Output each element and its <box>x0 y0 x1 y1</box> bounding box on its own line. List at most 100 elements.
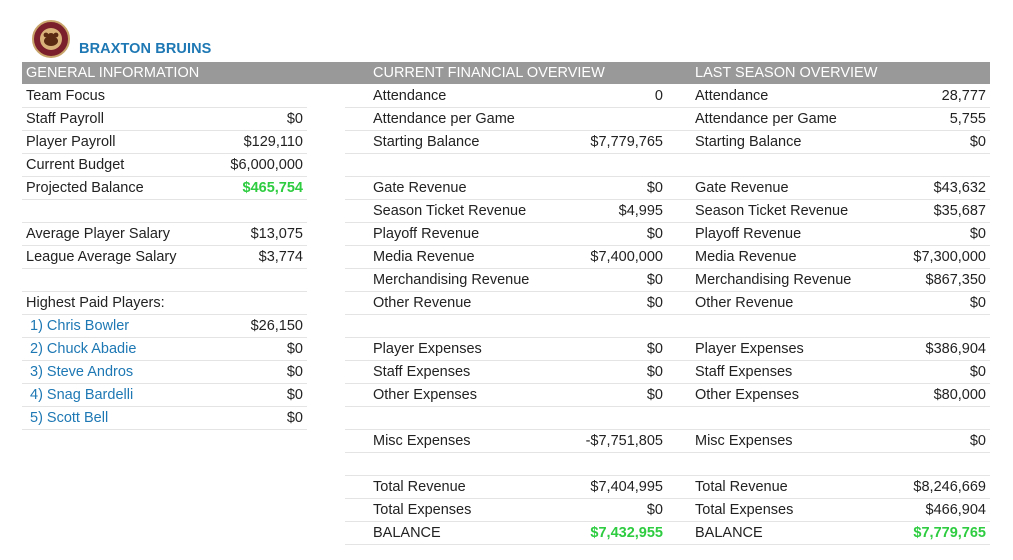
player-link[interactable]: 1) Chris Bowler <box>30 318 130 334</box>
projected-balance-value: $465,754 <box>242 180 303 196</box>
current-total-revenue-label: Total Revenue <box>373 479 466 495</box>
team-logo-icon <box>32 20 70 58</box>
row-last-balance: BALANCE $7,779,765 <box>667 522 990 545</box>
player-link[interactable]: 2) Chuck Abadie <box>30 341 137 357</box>
row-current-attendance-per-game: Attendance per Game <box>345 108 667 131</box>
row-current-balance: BALANCE $7,432,955 <box>345 522 667 545</box>
last-misc-expenses-value: $0 <box>969 433 986 449</box>
staff-payroll-label: Staff Payroll <box>26 111 104 127</box>
row-average-player-salary: Average Player Salary $13,075 <box>22 223 307 246</box>
last-merch-revenue-value: $867,350 <box>925 272 986 288</box>
last-staff-expenses-label: Staff Expenses <box>695 364 793 380</box>
projected-balance-label: Projected Balance <box>26 180 144 196</box>
current-gate-revenue-label: Gate Revenue <box>373 180 467 196</box>
row-last-player-expenses: Player Expenses $386,904 <box>667 338 990 361</box>
last-season-ticket-revenue-value: $35,687 <box>933 203 986 219</box>
row-spacer <box>345 453 667 476</box>
current-other-expenses-value: $0 <box>646 387 663 403</box>
row-spacer <box>345 315 667 338</box>
row-current-staff-expenses: Staff Expenses $0 <box>345 361 667 384</box>
last-total-revenue-label: Total Revenue <box>695 479 788 495</box>
current-season-ticket-revenue-label: Season Ticket Revenue <box>373 203 527 219</box>
row-last-other-revenue: Other Revenue $0 <box>667 292 990 315</box>
last-balance-label: BALANCE <box>695 525 763 541</box>
last-balance-value: $7,779,765 <box>913 525 986 541</box>
league-average-salary-value: $3,774 <box>258 249 303 265</box>
league-average-salary-label: League Average Salary <box>26 249 177 265</box>
current-media-revenue-value: $7,400,000 <box>590 249 663 265</box>
row-current-playoff-revenue: Playoff Revenue $0 <box>345 223 667 246</box>
player-salary: $0 <box>286 364 303 380</box>
row-current-budget: Current Budget $6,000,000 <box>22 154 307 177</box>
last-other-expenses-value: $80,000 <box>933 387 986 403</box>
last-attendance-label: Attendance <box>695 88 769 104</box>
row-spacer <box>667 154 990 177</box>
current-playoff-revenue-label: Playoff Revenue <box>373 226 480 242</box>
last-staff-expenses-value: $0 <box>969 364 986 380</box>
last-total-expenses-value: $466,904 <box>925 502 986 518</box>
row-last-playoff-revenue: Playoff Revenue $0 <box>667 223 990 246</box>
current-merch-revenue-value: $0 <box>646 272 663 288</box>
current-playoff-revenue-value: $0 <box>646 226 663 242</box>
row-highest-paid-header: Highest Paid Players: <box>22 292 307 315</box>
row-player-payroll: Player Payroll $129,110 <box>22 131 307 154</box>
last-attendance-per-game-label: Attendance per Game <box>695 111 837 127</box>
player-salary: $0 <box>286 387 303 403</box>
row-last-total-expenses: Total Expenses $466,904 <box>667 499 990 522</box>
current-media-revenue-label: Media Revenue <box>373 249 475 265</box>
row-last-other-expenses: Other Expenses $80,000 <box>667 384 990 407</box>
current-total-expenses-label: Total Expenses <box>373 502 472 518</box>
current-total-expenses-value: $0 <box>646 502 663 518</box>
current-other-revenue-label: Other Revenue <box>373 295 472 311</box>
row-current-attendance: Attendance 0 <box>345 85 667 108</box>
player-link[interactable]: 4) Snag Bardelli <box>30 387 134 403</box>
player-link[interactable]: 5) Scott Bell <box>30 410 109 426</box>
player-row: 3) Steve Andros $0 <box>22 361 307 384</box>
last-media-revenue-value: $7,300,000 <box>913 249 986 265</box>
current-staff-expenses-label: Staff Expenses <box>373 364 471 380</box>
header-current-financial-overview: CURRENT FINANCIAL OVERVIEW <box>373 65 605 81</box>
last-playoff-revenue-label: Playoff Revenue <box>695 226 802 242</box>
row-projected-balance: Projected Balance $465,754 <box>22 177 307 200</box>
row-current-season-ticket-revenue: Season Ticket Revenue $4,995 <box>345 200 667 223</box>
highest-paid-players-label: Highest Paid Players: <box>26 295 165 311</box>
bear-logo-icon <box>40 28 62 50</box>
last-total-revenue-value: $8,246,669 <box>913 479 986 495</box>
last-starting-balance-value: $0 <box>969 134 986 150</box>
current-player-expenses-value: $0 <box>646 341 663 357</box>
row-last-media-revenue: Media Revenue $7,300,000 <box>667 246 990 269</box>
player-row: 4) Snag Bardelli $0 <box>22 384 307 407</box>
row-last-gate-revenue: Gate Revenue $43,632 <box>667 177 990 200</box>
current-misc-expenses-label: Misc Expenses <box>373 433 471 449</box>
last-playoff-revenue-value: $0 <box>969 226 986 242</box>
current-attendance-per-game-label: Attendance per Game <box>373 111 515 127</box>
last-season-ticket-revenue-label: Season Ticket Revenue <box>695 203 849 219</box>
row-last-staff-expenses: Staff Expenses $0 <box>667 361 990 384</box>
team-name: BRAXTON BRUINS <box>79 41 212 57</box>
last-attendance-value: 28,777 <box>941 88 986 104</box>
row-last-season-ticket-revenue: Season Ticket Revenue $35,687 <box>667 200 990 223</box>
player-payroll-value: $129,110 <box>243 134 303 150</box>
current-budget-label: Current Budget <box>26 157 125 173</box>
row-current-gate-revenue: Gate Revenue $0 <box>345 177 667 200</box>
row-staff-payroll: Staff Payroll $0 <box>22 108 307 131</box>
player-salary: $0 <box>286 341 303 357</box>
last-gate-revenue-label: Gate Revenue <box>695 180 789 196</box>
player-salary: $0 <box>286 410 303 426</box>
last-player-expenses-label: Player Expenses <box>695 341 804 357</box>
row-spacer <box>22 200 307 223</box>
row-current-merch-revenue: Merchandising Revenue $0 <box>345 269 667 292</box>
current-season-ticket-revenue-value: $4,995 <box>618 203 663 219</box>
current-merch-revenue-label: Merchandising Revenue <box>373 272 530 288</box>
row-last-attendance: Attendance 28,777 <box>667 85 990 108</box>
last-gate-revenue-value: $43,632 <box>933 180 986 196</box>
last-other-revenue-label: Other Revenue <box>695 295 794 311</box>
average-player-salary-label: Average Player Salary <box>26 226 171 242</box>
current-total-revenue-value: $7,404,995 <box>590 479 663 495</box>
row-team-focus: Team Focus <box>22 85 307 108</box>
player-link[interactable]: 3) Steve Andros <box>30 364 134 380</box>
current-misc-expenses-value: -$7,751,805 <box>585 433 663 449</box>
row-last-total-revenue: Total Revenue $8,246,669 <box>667 476 990 499</box>
team-focus-label: Team Focus <box>26 88 105 104</box>
header-last-season-overview: LAST SEASON OVERVIEW <box>695 65 878 81</box>
